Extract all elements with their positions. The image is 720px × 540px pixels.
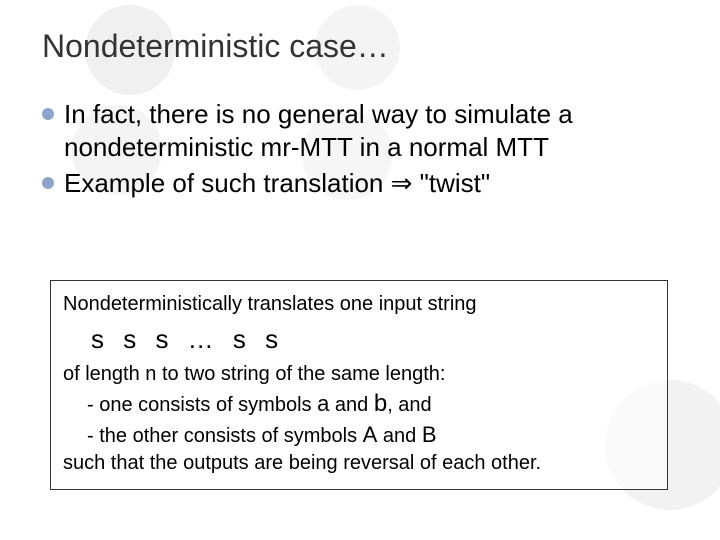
bullet-item: In fact, there is no general way to simu… — [42, 98, 682, 163]
bullet-text: Example of such translation ⇒ "twist" — [64, 167, 490, 200]
text: and — [329, 394, 373, 416]
text: and — [377, 425, 421, 447]
symbol-a: a — [317, 391, 329, 416]
box-subline: - one consists of symbols a and b, and — [87, 388, 655, 420]
box-line: of length n to two string of the same le… — [63, 361, 655, 388]
box-line: Nondeterministically translates one inpu… — [63, 291, 655, 318]
bullet-dot-icon — [42, 108, 54, 120]
text: - the other consists of symbols — [87, 425, 363, 447]
box-subline: - the other consists of symbols A and B — [87, 420, 655, 450]
input-string: s s s … s s — [91, 324, 655, 355]
text: - one consists of symbols — [87, 394, 317, 416]
slide-title: Nondeterministic case… — [42, 28, 389, 65]
symbol-b: b — [374, 390, 387, 417]
box-line: such that the outputs are being reversal… — [63, 450, 655, 477]
symbol-cap-a: A — [363, 422, 378, 447]
bullet-text: In fact, there is no general way to simu… — [64, 98, 682, 163]
bullet-dot-icon — [42, 177, 54, 189]
body-content: In fact, there is no general way to simu… — [42, 98, 682, 204]
bullet-item: Example of such translation ⇒ "twist" — [42, 167, 682, 200]
definition-box: Nondeterministically translates one inpu… — [50, 280, 668, 490]
symbol-cap-b: B — [422, 422, 437, 447]
text: , and — [387, 394, 431, 416]
